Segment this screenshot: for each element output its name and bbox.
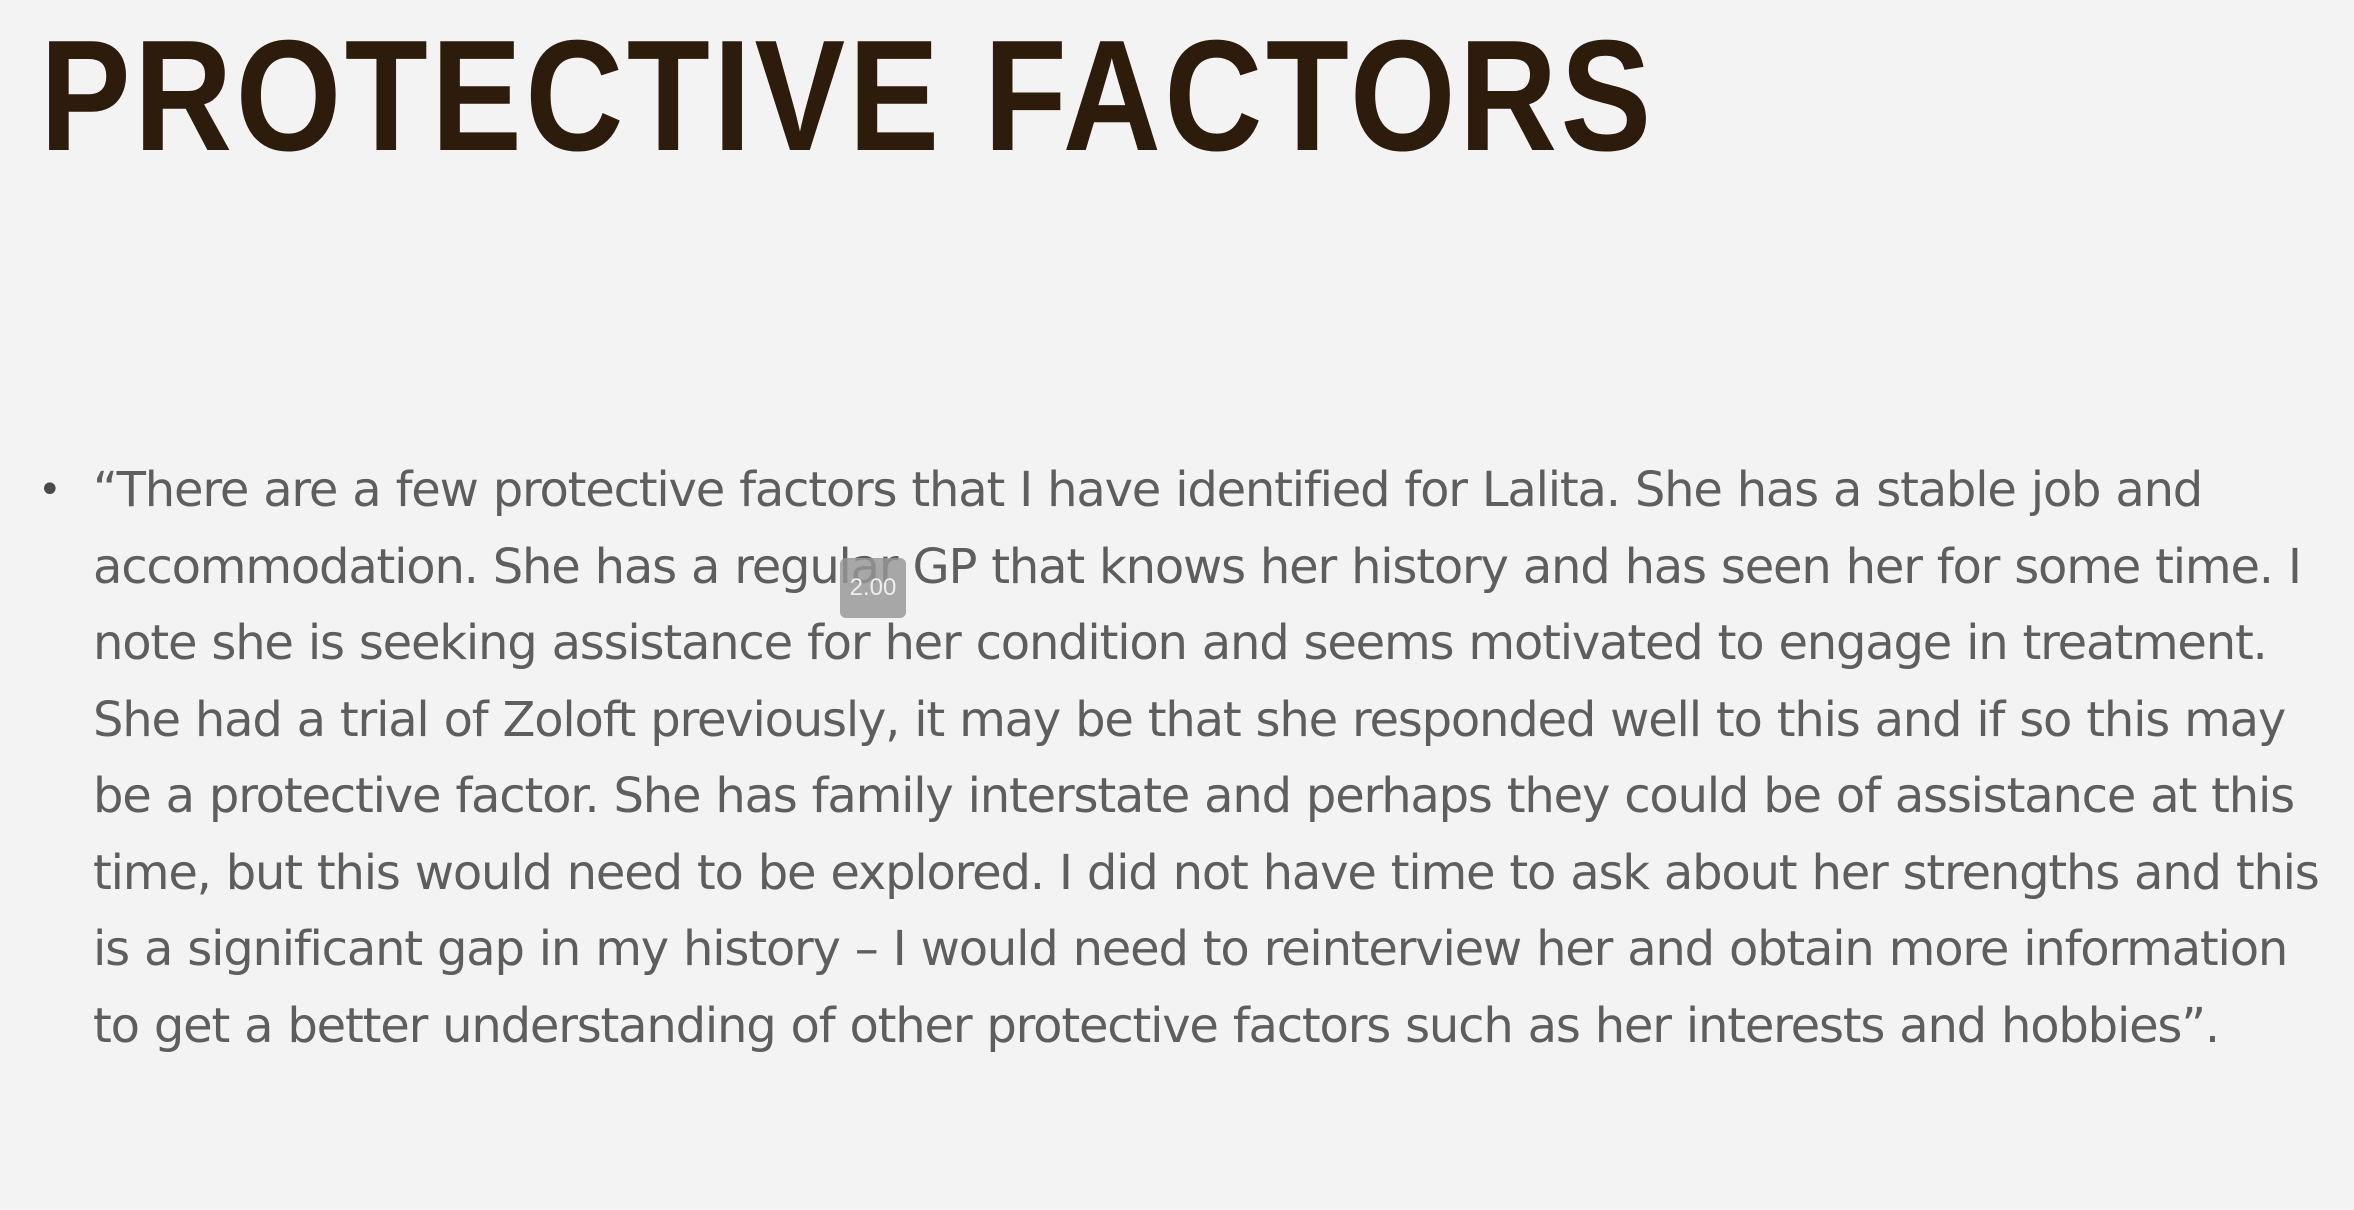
bullet-item: • “There are a few protective factors th… [38,452,2328,1064]
bullet-text: “There are a few protective factors that… [93,462,2320,1054]
bullet-dot-icon: • [38,467,62,513]
bullet-list: • “There are a few protective factors th… [38,452,2328,1064]
timer-badge[interactable]: 2.00 [840,558,906,618]
slide-title: PROTECTIVE FACTORS [40,8,1655,184]
